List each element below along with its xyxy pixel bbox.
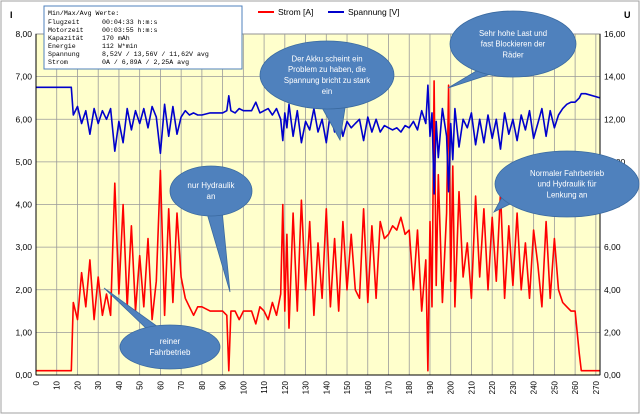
y-right-tick-label: 2,00	[604, 327, 621, 337]
x-tick-label: 170	[385, 380, 394, 394]
x-tick-label: 0	[32, 380, 41, 385]
callout-reiner-text: reiner	[160, 337, 181, 346]
info-box-label: Kapazität	[48, 35, 84, 42]
info-box-value: 170 mAh	[102, 35, 130, 42]
y-right-tick-label: 16,00	[604, 29, 626, 39]
x-tick-label: 250	[550, 380, 559, 394]
y-right-tick-label: 14,00	[604, 72, 626, 82]
y-left-tick-label: 1,00	[15, 327, 32, 337]
callout-last: Sehr hohe Last und fast Blockieren derRäd…	[447, 10, 577, 89]
x-tick-label: 110	[260, 380, 269, 393]
callout-hydraulik-text: an	[207, 192, 216, 201]
y-left-tick-label: 5,00	[15, 157, 32, 167]
x-tick-label: 40	[115, 380, 124, 389]
info-box-title: Min/Max/Avg Werte:	[48, 10, 119, 17]
callout-last-text: fast Blockieren der	[481, 40, 546, 49]
x-tick-label: 160	[364, 380, 373, 394]
x-tick-label: 260	[571, 380, 580, 394]
callout-akku-bubble	[259, 40, 395, 110]
info-box-value: 0A / 6,89A / 2,25A avg	[102, 59, 189, 66]
x-tick-label: 50	[136, 380, 145, 389]
x-tick-label: 60	[156, 380, 165, 389]
callout-normal-text: Normaler Fahrbetrieb	[530, 169, 605, 178]
callout-last-bubble	[449, 10, 577, 78]
callouts: reiner Fahrbetrieb nur Hydraulik an Der Akku…	[103, 10, 640, 370]
legend-label-1: Spannung [V]	[348, 7, 400, 17]
callout-normal-text: Lenkung an	[547, 190, 588, 199]
x-tick-label: 230	[509, 380, 518, 394]
y-left-tick-label: 3,00	[15, 242, 32, 252]
x-tick-label: 120	[281, 380, 290, 394]
callout-reiner: reiner Fahrbetrieb	[103, 287, 221, 370]
y-right-tick-label: 12,00	[604, 114, 626, 124]
x-tick-label: 190	[426, 380, 435, 394]
callout-normal-bubble	[494, 150, 640, 218]
y-right-tick-label: 6,00	[604, 242, 621, 252]
x-tick-label: 200	[447, 380, 456, 394]
callout-normal: Normaler Fahrbetrieb und Hydraulik fürLen…	[493, 150, 640, 218]
y-left-tick-label: 8,00	[15, 29, 32, 39]
callout-hydraulik-text: nur Hydraulik	[187, 181, 235, 190]
x-tick-label: 100	[239, 380, 248, 394]
callout-reiner-text: Fahrbetrieb	[150, 348, 191, 357]
x-tick-label: 210	[467, 380, 476, 394]
callout-akku-text: Der Akku scheint ein	[291, 54, 362, 63]
callout-last-text: Sehr hohe Last und	[479, 29, 547, 38]
callout-hydraulik-bubble	[169, 165, 253, 217]
y-left-tick-label: 2,00	[15, 285, 32, 295]
x-tick-label: 90	[219, 380, 228, 389]
legend-label-0: Strom [A]	[278, 7, 313, 17]
y-left-tick-label: 6,00	[15, 114, 32, 124]
callout-last-text: Räder	[502, 50, 524, 59]
callout-reiner-bubble	[119, 324, 221, 370]
info-box-value: 00:03:55 h:m:s	[102, 27, 157, 34]
callout-hydraulik: nur Hydraulik an	[169, 165, 253, 293]
x-tick-label: 180	[405, 380, 414, 394]
info-box: Min/Max/Avg Werte: Flugzeit 00:04:33 h:m:s…	[43, 5, 243, 70]
x-tick-label: 20	[73, 380, 82, 389]
x-tick-label: 220	[488, 380, 497, 394]
x-tick-label: 70	[177, 380, 186, 389]
info-box-label: Energie	[48, 43, 76, 50]
x-tick-label: 240	[530, 380, 539, 394]
callout-normal-text: und Hydraulik für	[538, 180, 597, 189]
y-left-tick-label: 7,00	[15, 72, 32, 82]
y-right-tick-label: 0,00	[604, 370, 621, 380]
y-left-tick-label: 0,00	[15, 370, 32, 380]
callout-akku: Der Akku scheint ein Problem zu haben, di…	[259, 40, 395, 142]
x-tick-label: 270	[592, 380, 601, 394]
callout-akku-text: ein	[322, 87, 332, 96]
y-left-tick-label: 4,00	[15, 200, 32, 210]
x-tick-label: 30	[94, 380, 103, 389]
info-box-label: Motorzeit	[48, 27, 84, 34]
callout-akku-text: Spannung bricht zu stark	[284, 76, 370, 85]
x-tick-label: 130	[302, 380, 311, 394]
x-tick-label: 10	[53, 380, 62, 389]
info-box-label: Flugzeit	[48, 19, 80, 26]
info-box-frame	[43, 5, 243, 70]
callout-akku-text: Problem zu haben, die	[288, 65, 366, 74]
x-tick-label: 150	[343, 380, 352, 394]
y-right-axis-label: U	[624, 10, 631, 20]
x-tick-label: 140	[322, 380, 331, 394]
info-box-label: Spannung	[48, 51, 80, 58]
info-box-value: 00:04:33 h:m:s	[102, 19, 157, 26]
x-tick-label: 80	[198, 380, 207, 389]
info-box-value: 8,52V / 13,56V / 11,62V avg	[102, 51, 209, 58]
y-right-tick-label: 4,00	[604, 285, 621, 295]
y-left-axis-label: I	[10, 10, 13, 20]
info-box-label: Strom	[48, 59, 68, 66]
legend: Strom [A] Spannung [V]	[258, 7, 400, 17]
info-box-value: 112 W*min	[102, 43, 138, 50]
